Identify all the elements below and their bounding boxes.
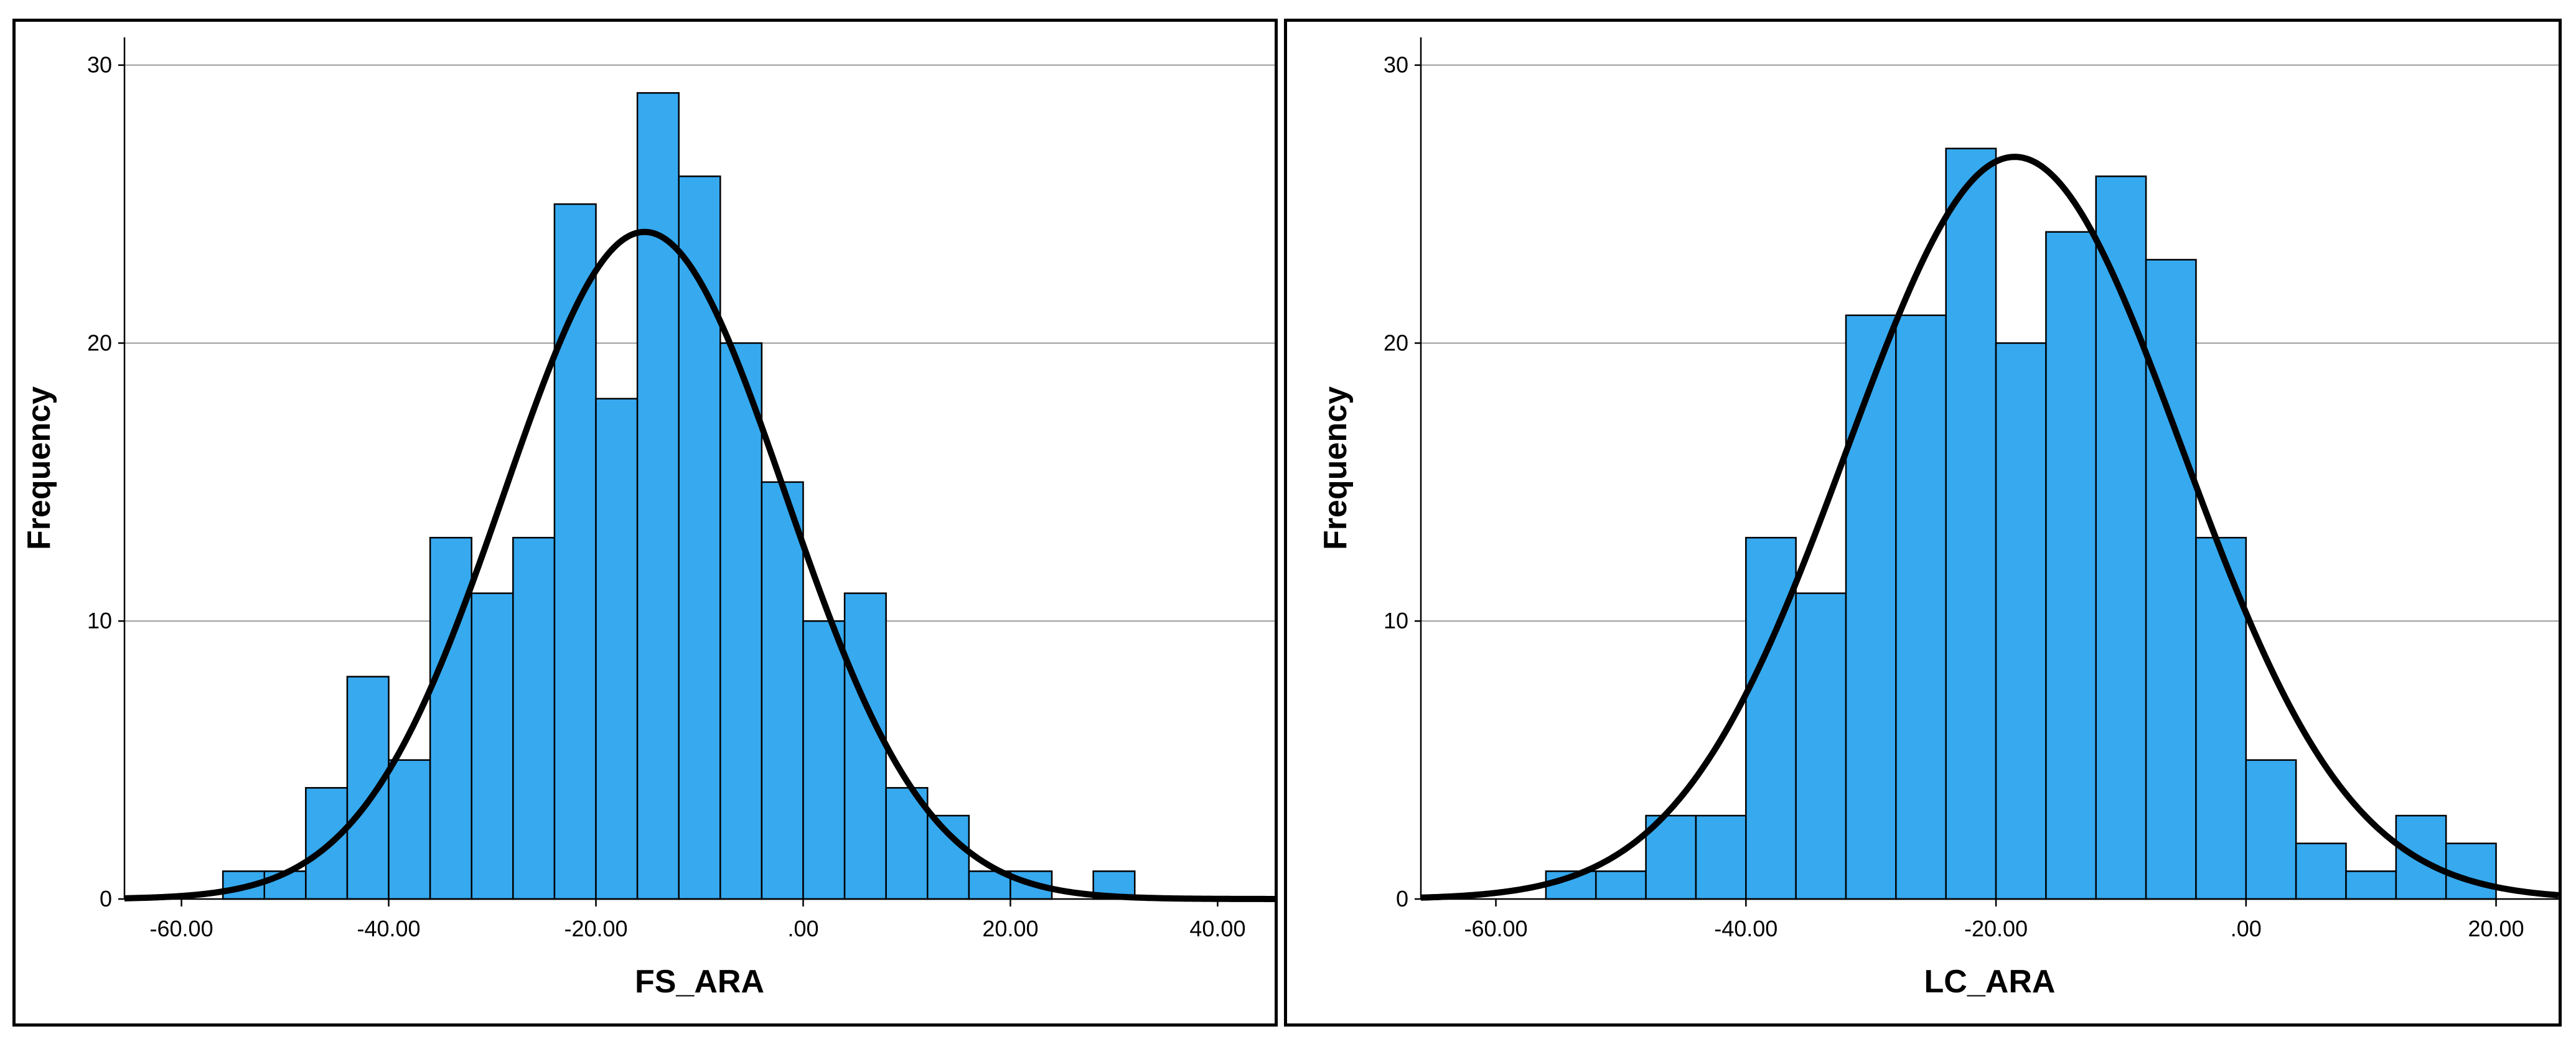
- x-tick-label-1: -40.00: [1714, 916, 1777, 941]
- histogram-bar-9: [1995, 342, 2047, 900]
- histogram-lc-ara: 0 10 20 30 -60.00 -40.00 -20.00 .00 20.00 LC_ARA F…: [1318, 37, 2559, 1000]
- y-tick-label-30: 30: [1384, 52, 1408, 78]
- histogram-bar-6: [471, 592, 514, 900]
- histogram-bar-4: [1745, 536, 1797, 900]
- histogram-bar-16: [2345, 870, 2397, 900]
- histogram-bar-7: [512, 536, 556, 900]
- y-tick-label-0: 0: [1396, 886, 1408, 911]
- histogram-bar-9: [595, 398, 639, 900]
- histogram-bar-3: [1695, 814, 1747, 900]
- histogram-bar-4: [388, 759, 431, 900]
- normal-curve: [1420, 154, 2559, 901]
- x-tick-label-4: 20.00: [2468, 916, 2524, 941]
- x-tick-label-5: 40.00: [1189, 916, 1245, 941]
- x-tick-label-1: -40.00: [357, 916, 421, 941]
- x-tick-label-0: -60.00: [150, 916, 213, 941]
- histogram-bar-11: [678, 175, 721, 900]
- histogram-bar-1: [1595, 870, 1647, 900]
- histogram-bar-8: [553, 203, 597, 900]
- x-tick-label-4: 20.00: [982, 916, 1038, 941]
- histogram-bar-5: [1795, 592, 1847, 900]
- histogram-bar-6: [1845, 314, 1897, 900]
- histogram-bar-18: [2445, 842, 2497, 900]
- x-tick-label-3: .00: [787, 916, 818, 941]
- x-tick-label-0: -60.00: [1464, 916, 1527, 941]
- y-tick-label-0: 0: [100, 886, 112, 911]
- histogram-bar-14: [2245, 759, 2297, 900]
- y-tick-label-20: 20: [87, 330, 112, 355]
- y-tick-label-30: 30: [87, 52, 112, 78]
- histogram-panel-fs-ara: 0 10 20 30 -60.00 -40.00 -20.00 .00 20.00 40.00 FS…: [12, 19, 1278, 1027]
- x-tick-label-2: -20.00: [564, 916, 627, 941]
- histogram-bar-8: [1945, 147, 1997, 900]
- normal-curve: [124, 228, 1275, 902]
- histogram-bar-16: [885, 787, 929, 900]
- histogram-bar-10: [2045, 231, 2097, 900]
- histogram-bar-7: [1895, 314, 1947, 900]
- histogram-panel-lc-ara: 0 10 20 30 -60.00 -40.00 -20.00 .00 20.00 LC_ARA F…: [1284, 19, 2562, 1027]
- histogram-bar-13: [761, 481, 804, 900]
- histogram-bar-12: [719, 342, 763, 900]
- x-tick-label-2: -20.00: [1964, 916, 2028, 941]
- histogram-bar-5: [429, 536, 472, 900]
- histogram-bar-10: [636, 92, 680, 900]
- y-tick-label-20: 20: [1384, 330, 1408, 355]
- histogram-fs-ara: 0 10 20 30 -60.00 -40.00 -20.00 .00 20.00 40.00 FS…: [21, 37, 1275, 1000]
- histogram-bar-14: [802, 620, 846, 900]
- x-axis-title: LC_ARA: [1924, 964, 2056, 1000]
- x-axis-title: FS_ARA: [635, 964, 764, 1000]
- y-axis-title: Frequency: [21, 386, 57, 550]
- histogram-bar-17: [927, 814, 970, 900]
- y-tick-label-10: 10: [1384, 608, 1408, 633]
- histogram-bar-15: [2295, 842, 2347, 900]
- histogram-bar-12: [2145, 259, 2197, 900]
- y-axis-title: Frequency: [1318, 386, 1354, 550]
- histogram-bar-15: [843, 592, 887, 900]
- x-tick-label-3: .00: [2231, 916, 2262, 941]
- histogram-bar-3: [346, 676, 390, 900]
- y-tick-label-10: 10: [87, 608, 112, 633]
